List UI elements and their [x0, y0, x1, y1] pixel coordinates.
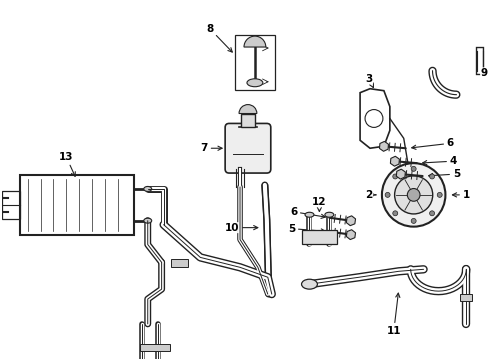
Circle shape — [429, 211, 434, 216]
Bar — [170, 260, 188, 267]
Bar — [20, 175, 134, 235]
Text: 6: 6 — [289, 207, 325, 219]
Bar — [2, 191, 20, 219]
Polygon shape — [346, 230, 355, 239]
Circle shape — [394, 176, 432, 214]
Bar — [459, 294, 471, 301]
Circle shape — [429, 174, 434, 179]
Polygon shape — [379, 141, 387, 151]
Bar — [140, 344, 169, 351]
Circle shape — [392, 211, 397, 216]
Circle shape — [385, 192, 389, 197]
Bar — [241, 113, 254, 127]
Text: 6: 6 — [411, 138, 453, 149]
Bar — [235, 35, 274, 90]
Circle shape — [381, 163, 445, 227]
Wedge shape — [244, 36, 265, 47]
Ellipse shape — [301, 279, 317, 289]
Ellipse shape — [246, 79, 263, 87]
Text: 14: 14 — [0, 359, 1, 360]
Text: 4: 4 — [422, 156, 456, 166]
Text: 11: 11 — [386, 293, 400, 336]
Text: 12: 12 — [311, 197, 326, 212]
Polygon shape — [389, 156, 399, 166]
Circle shape — [410, 219, 415, 224]
Text: 5: 5 — [427, 169, 459, 179]
Circle shape — [410, 166, 415, 171]
Text: 9: 9 — [480, 68, 487, 78]
Text: 5: 5 — [287, 224, 325, 234]
Bar — [301, 230, 337, 243]
Ellipse shape — [143, 218, 151, 223]
Text: 8: 8 — [206, 24, 232, 52]
Ellipse shape — [143, 186, 151, 192]
Text: 13: 13 — [59, 152, 75, 176]
Circle shape — [407, 189, 419, 201]
Polygon shape — [346, 216, 355, 226]
Ellipse shape — [305, 212, 313, 217]
Wedge shape — [239, 105, 256, 113]
Text: 3: 3 — [365, 74, 373, 87]
Circle shape — [392, 174, 397, 179]
Text: 10: 10 — [224, 222, 257, 233]
Ellipse shape — [324, 212, 333, 217]
Text: 2: 2 — [365, 190, 375, 200]
FancyBboxPatch shape — [224, 123, 270, 173]
Circle shape — [436, 192, 441, 197]
Text: 7: 7 — [200, 143, 222, 153]
Text: 1: 1 — [451, 190, 469, 200]
Polygon shape — [396, 169, 405, 179]
